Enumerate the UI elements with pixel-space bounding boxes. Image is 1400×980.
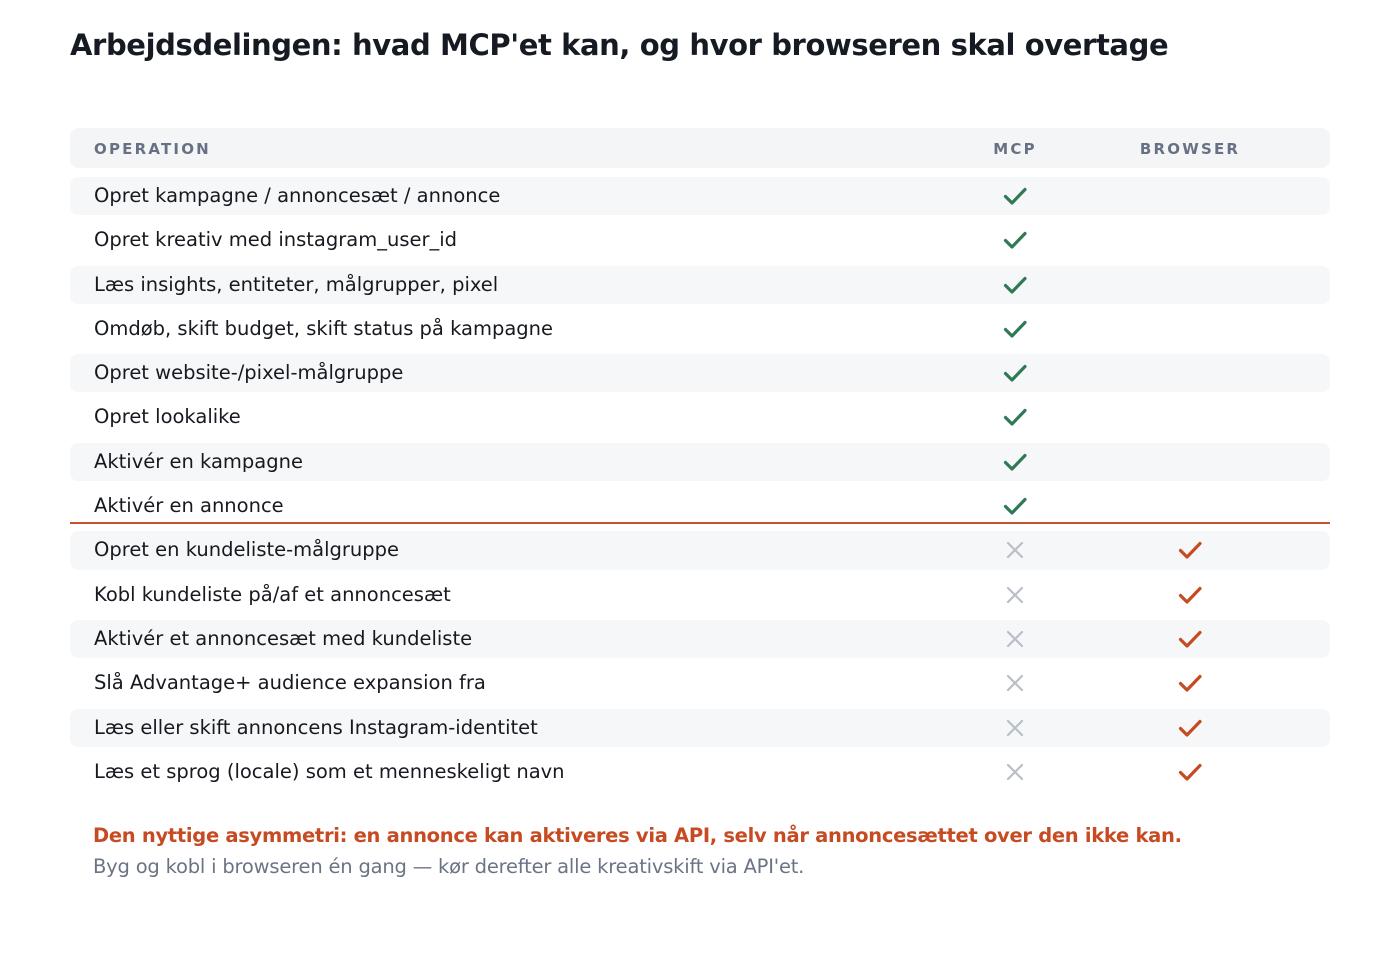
section-divider [70, 522, 1330, 525]
table-header: OPERATION MCP BROWSER [70, 128, 1330, 168]
operation-label: Opret kampagne / annoncesæt / annonce [94, 184, 501, 207]
table-row: Læs insights, entiteter, målgrupper, pix… [70, 263, 1330, 307]
operation-label: Aktivér et annoncesæt med kundeliste [94, 626, 473, 650]
browser-check-icon [1176, 536, 1204, 564]
operation-label: Læs eller skift annoncens Instagram-iden… [94, 715, 538, 739]
browser-check-icon [1176, 714, 1204, 742]
mcp-cross-icon [1001, 625, 1029, 653]
operation-label: Omdøb, skift budget, skift status på kam… [94, 316, 554, 340]
table-row: Aktivér en annonce [70, 484, 1330, 528]
operation-label: Slå Advantage+ audience expansion fra [94, 671, 486, 695]
operation-label: Opret kreativ med instagram_user_id [94, 228, 458, 252]
table-row: Opret en kundeliste-målgruppe [70, 528, 1330, 572]
table-row: Opret lookalike [70, 395, 1330, 439]
table-row: Opret website-/pixel-målgruppe [70, 351, 1330, 395]
table-row: Kobl kundeliste på/af et annoncesæt [70, 573, 1330, 617]
browser-check-icon [1176, 581, 1204, 609]
table-row: Aktivér en kampagne [70, 440, 1330, 484]
operation-label: Opret website-/pixel-målgruppe [94, 361, 404, 385]
operation-label: Kobl kundeliste på/af et annoncesæt [94, 582, 451, 606]
column-header-operation: OPERATION [94, 140, 211, 158]
operations-table: OPERATION MCP BROWSER Opret kampagne / a… [70, 128, 1330, 794]
mcp-cross-icon [1001, 669, 1029, 697]
browser-check-icon [1176, 625, 1204, 653]
mcp-check-icon [1001, 315, 1029, 343]
mcp-check-icon [1001, 492, 1029, 520]
mcp-cross-icon [1001, 714, 1029, 742]
table-row: Opret kampagne / annoncesæt / annonce [70, 174, 1330, 218]
table-row: Omdøb, skift budget, skift status på kam… [70, 307, 1330, 351]
table-row: Opret kreativ med instagram_user_id [70, 218, 1330, 262]
table-row: Aktivér et annoncesæt med kundeliste [70, 617, 1330, 661]
operation-label: Opret lookalike [94, 405, 241, 429]
operation-label: Opret en kundeliste-målgruppe [94, 538, 400, 562]
footnote-highlight: Den nyttige asymmetri: en annonce kan ak… [93, 824, 1182, 847]
mcp-cross-icon [1001, 536, 1029, 564]
mcp-cross-icon [1001, 758, 1029, 786]
mcp-check-icon [1001, 359, 1029, 387]
mcp-check-icon [1001, 226, 1029, 254]
browser-check-icon [1176, 758, 1204, 786]
operation-label: Aktivér en kampagne [94, 449, 303, 473]
page-title: Arbejdsdelingen: hvad MCP'et kan, og hvo… [70, 28, 1169, 62]
operation-label: Læs et sprog (locale) som et menneskelig… [94, 759, 565, 783]
mcp-cross-icon [1001, 581, 1029, 609]
footnote-subtext: Byg og kobl i browseren én gang — kør de… [93, 855, 805, 878]
mcp-check-icon [1001, 448, 1029, 476]
table-row: Læs eller skift annoncens Instagram-iden… [70, 706, 1330, 750]
mcp-check-icon [1001, 182, 1029, 210]
table-row: Læs et sprog (locale) som et menneskelig… [70, 750, 1330, 794]
table-body: Opret kampagne / annoncesæt / annonce Opr… [70, 174, 1330, 794]
footnote: Den nyttige asymmetri: en annonce kan ak… [93, 824, 1182, 878]
mcp-check-icon [1001, 403, 1029, 431]
mcp-check-icon [1001, 271, 1029, 299]
browser-check-icon [1176, 669, 1204, 697]
operation-label: Læs insights, entiteter, målgrupper, pix… [94, 272, 499, 296]
table-row: Slå Advantage+ audience expansion fra [70, 661, 1330, 705]
operation-label: Aktivér en annonce [94, 494, 284, 518]
